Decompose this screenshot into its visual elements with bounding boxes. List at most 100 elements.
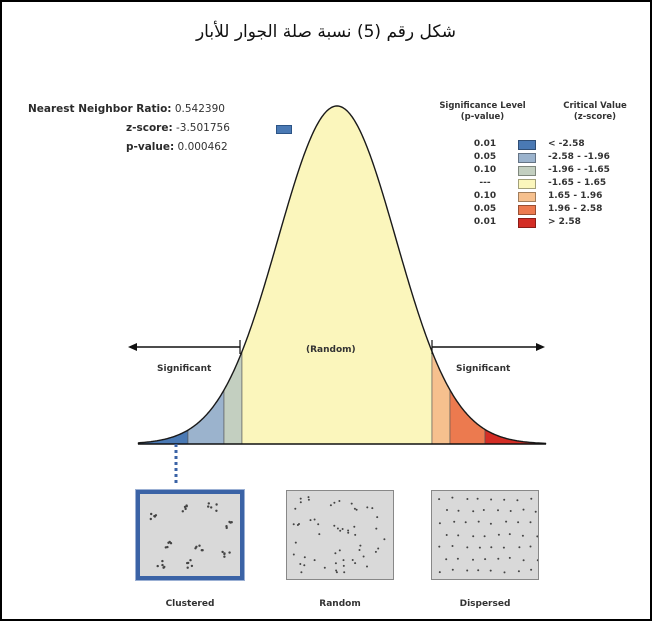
pattern-point bbox=[156, 564, 159, 568]
critical-header-line1: Critical Value bbox=[563, 101, 627, 111]
z-score-swatch bbox=[276, 125, 292, 134]
legend-row: 0.01 < -2.58 bbox=[470, 139, 640, 151]
pattern-point bbox=[186, 566, 189, 569]
pattern-point bbox=[336, 527, 339, 530]
clustered-pattern bbox=[136, 490, 244, 580]
pattern-point bbox=[362, 555, 365, 558]
legend-p-value: 0.05 bbox=[473, 152, 497, 162]
pattern-point bbox=[359, 544, 362, 547]
pattern-point bbox=[366, 565, 368, 568]
pattern-point bbox=[358, 549, 361, 551]
pattern-point bbox=[466, 569, 469, 572]
legend-p-value: 0.01 bbox=[473, 139, 497, 149]
p-value-value: 0.000462 bbox=[177, 141, 228, 153]
pattern-point bbox=[466, 498, 469, 500]
legend-critical-range: 1.65 - 1.96 bbox=[548, 191, 603, 201]
pattern-point bbox=[292, 553, 295, 556]
pattern-point bbox=[508, 556, 511, 559]
z-score-value: -3.501756 bbox=[176, 122, 230, 134]
random-points bbox=[292, 496, 386, 574]
pattern-point bbox=[536, 535, 539, 538]
pattern-point bbox=[374, 550, 377, 553]
pattern-point bbox=[457, 534, 460, 537]
critical-value-header: Critical Value (z-score) bbox=[550, 101, 640, 123]
pattern-point bbox=[342, 564, 345, 567]
pattern-point bbox=[438, 522, 441, 525]
pattern-point bbox=[229, 521, 232, 524]
pattern-point bbox=[483, 535, 486, 538]
pattern-point bbox=[503, 498, 506, 501]
pattern-point bbox=[294, 507, 297, 510]
pattern-point bbox=[189, 559, 192, 562]
pattern-point bbox=[215, 503, 218, 506]
legend-swatch bbox=[518, 192, 536, 202]
pattern-point bbox=[466, 546, 469, 549]
pattern-point bbox=[445, 534, 448, 536]
pattern-point bbox=[292, 523, 295, 526]
pattern-point bbox=[323, 566, 326, 569]
pattern-point bbox=[509, 510, 512, 512]
pattern-point bbox=[317, 523, 320, 526]
pattern-point bbox=[169, 542, 173, 545]
pattern-point bbox=[296, 524, 299, 526]
pattern-point bbox=[161, 563, 164, 567]
pattern-point bbox=[163, 565, 166, 569]
pattern-point bbox=[476, 497, 479, 500]
clustered-points bbox=[149, 502, 233, 569]
pattern-point bbox=[181, 510, 184, 513]
curve-band bbox=[431, 351, 451, 445]
pattern-point bbox=[522, 559, 525, 562]
pattern-point bbox=[342, 559, 345, 562]
legend-critical-range: -2.58 - -1.96 bbox=[548, 152, 610, 162]
pattern-point bbox=[521, 534, 524, 537]
pattern-point bbox=[335, 569, 338, 572]
pattern-point bbox=[194, 547, 197, 550]
pattern-point bbox=[490, 546, 493, 549]
pattern-point bbox=[309, 519, 312, 522]
pattern-point bbox=[299, 563, 302, 565]
dispersed-points bbox=[438, 496, 539, 574]
pattern-point bbox=[343, 571, 346, 574]
pattern-point bbox=[529, 545, 532, 548]
nn-ratio-stat: Nearest Neighbor Ratio: 0.542390 bbox=[28, 103, 225, 115]
pattern-point bbox=[355, 508, 358, 511]
legend-row: --- -1.65 - 1.65 bbox=[470, 178, 640, 190]
legend-swatch bbox=[518, 153, 536, 163]
pattern-point bbox=[477, 569, 480, 572]
pattern-point bbox=[489, 522, 492, 525]
p-value-label: p-value: bbox=[126, 141, 175, 153]
legend-swatch bbox=[518, 218, 536, 228]
pattern-point bbox=[490, 498, 493, 501]
pattern-point bbox=[516, 499, 519, 502]
random-pattern bbox=[286, 490, 394, 580]
pattern-point bbox=[210, 506, 213, 509]
pattern-point bbox=[353, 507, 356, 510]
dispersed-label: Dispersed bbox=[459, 599, 511, 609]
dispersed-pattern bbox=[431, 490, 539, 580]
legend-row: 0.05 1.96 - 2.58 bbox=[470, 204, 640, 216]
pattern-point bbox=[184, 507, 187, 511]
pattern-point bbox=[313, 518, 316, 521]
pattern-point bbox=[225, 525, 228, 528]
curve-outline bbox=[137, 105, 547, 445]
pattern-point bbox=[223, 555, 226, 558]
pattern-point bbox=[186, 561, 189, 565]
legend-critical-range: -1.96 - -1.65 bbox=[548, 165, 610, 175]
pattern-point bbox=[154, 514, 158, 517]
legend-p-value: 0.10 bbox=[473, 191, 497, 201]
legend-swatch bbox=[518, 166, 536, 176]
pattern-point bbox=[341, 528, 344, 530]
legend-swatch bbox=[518, 179, 536, 189]
pattern-point bbox=[300, 571, 303, 574]
legend-p-value: --- bbox=[479, 178, 491, 188]
significant-left-label: Significant bbox=[157, 364, 212, 374]
random-pattern-label: Random bbox=[319, 599, 361, 609]
legend-row: 0.10 1.65 - 1.96 bbox=[470, 191, 640, 203]
pattern-point bbox=[517, 521, 520, 524]
pattern-point bbox=[472, 510, 475, 513]
legend-row: 0.10 -1.96 - -1.65 bbox=[470, 165, 640, 177]
pattern-point bbox=[215, 509, 218, 512]
legend-row: 0.01 > 2.58 bbox=[470, 217, 640, 229]
legend-critical-range: 1.96 - 2.58 bbox=[548, 204, 603, 214]
